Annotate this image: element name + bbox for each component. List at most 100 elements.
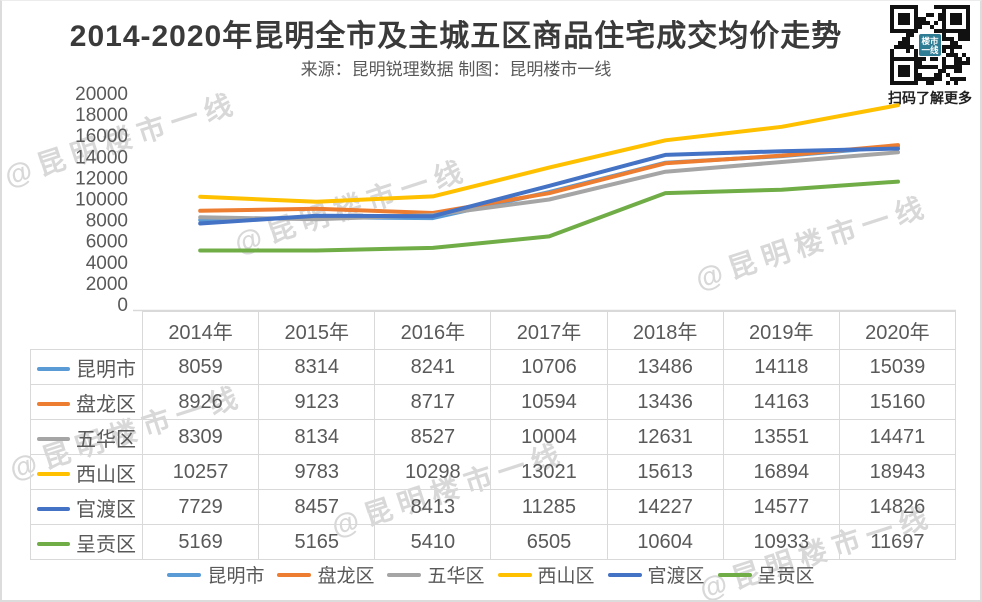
series-name-label: 昆明市	[76, 358, 136, 381]
value-cell: 8059	[141, 349, 260, 385]
value-cell: 13551	[722, 419, 840, 455]
value-cell: 10298	[374, 454, 492, 490]
legend-item: 五华区	[387, 561, 485, 588]
year-column-header: 2020年	[838, 311, 957, 350]
value-cell: 8717	[374, 384, 492, 420]
series-line-官渡区	[198, 146, 900, 226]
legend-swatch-icon	[167, 572, 202, 577]
value-cell: 8309	[141, 419, 260, 455]
value-cell: 8527	[374, 419, 492, 455]
series-name-cell: 官渡区	[30, 489, 143, 525]
table-header-row: 2014年 2015年 2016年 2017年 2018年 2019年 2020年	[31, 311, 957, 350]
value-cell: 14577	[722, 489, 840, 525]
value-cell: 8926	[141, 384, 260, 420]
table-row: 五华区 8309 8134 8527 10004 12631 13551 14471	[30, 419, 957, 455]
legend-label: 呈贡区	[757, 566, 815, 587]
value-cell: 9783	[258, 454, 376, 490]
year-column-header: 2014年	[141, 311, 260, 350]
data-table: 2014年 2015年 2016年 2017年 2018年 2019年 2020年 昆明市 80…	[30, 311, 957, 560]
table-row: 昆明市 8059 8314 8241 10706 13486 14118 15039	[30, 349, 957, 385]
series-line-swatch-icon	[37, 401, 70, 406]
page-title: 2014-2020年昆明全市及主城五区商品住宅成交均价走势	[69, 20, 843, 53]
value-cell: 10594	[490, 384, 608, 420]
table-row: 官渡区 7729 8457 8413 11285 14227 14577 14826	[30, 489, 957, 525]
series-line-西山区	[198, 103, 900, 204]
series-line-swatch-icon	[37, 436, 70, 441]
value-cell: 8413	[374, 489, 492, 525]
value-cell: 14471	[838, 419, 957, 455]
value-cell: 10604	[606, 524, 724, 560]
value-cell: 5410	[374, 524, 492, 560]
page-subtitle: 来源：昆明锐理数据 制图：昆明楼市一线	[300, 60, 612, 79]
value-cell: 8241	[374, 349, 492, 385]
value-cell: 11285	[490, 489, 608, 525]
series-line-swatch-icon	[37, 506, 70, 511]
legend-swatch-icon	[277, 572, 312, 577]
legend-swatch-icon	[497, 572, 532, 577]
legend-item: 昆明市	[167, 561, 264, 588]
value-cell: 14826	[838, 489, 957, 525]
series-name-cell: 呈贡区	[30, 524, 143, 560]
legend-label: 五华区	[427, 566, 485, 587]
year-column-header: 2017年	[490, 311, 608, 350]
legend-swatch-icon	[387, 572, 422, 577]
legend-label: 盘龙区	[317, 566, 375, 587]
value-cell: 10004	[490, 419, 608, 455]
series-line-swatch-icon	[37, 471, 70, 476]
qr-block: 楼市 一线 扫码了解更多	[883, 3, 977, 108]
series-line-呈贡区	[198, 179, 900, 253]
y-axis-tick-label: 6000	[86, 232, 128, 253]
y-axis-tick-label: 4000	[86, 253, 128, 274]
value-cell: 8314	[258, 349, 376, 385]
y-axis-tick-label: 14000	[75, 147, 128, 168]
year-column-header: 2018年	[606, 311, 724, 350]
series-line-swatch-icon	[37, 541, 70, 546]
value-cell: 16894	[722, 454, 840, 490]
value-cell: 18943	[838, 454, 957, 490]
series-line-盘龙区	[198, 143, 900, 215]
legend-label: 官渡区	[647, 566, 705, 587]
series-name-cell: 昆明市	[30, 349, 143, 385]
svg-text:一线: 一线	[921, 45, 939, 55]
svg-text:楼市: 楼市	[921, 36, 939, 46]
year-column-header: 2019年	[722, 311, 840, 350]
value-cell: 14227	[606, 489, 724, 525]
value-cell: 5165	[258, 524, 376, 560]
series-name-cell: 五华区	[30, 419, 143, 455]
value-cell: 10933	[722, 524, 840, 560]
y-axis-tick-label: 0	[117, 295, 128, 314]
legend-item: 呈贡区	[717, 561, 815, 588]
value-cell: 7729	[141, 489, 260, 525]
value-cell: 6505	[490, 524, 608, 560]
value-cell: 11697	[838, 524, 957, 560]
y-axis-tick-label: 18000	[75, 105, 128, 126]
legend-swatch-icon	[717, 572, 752, 577]
table-row: 盘龙区 8926 9123 8717 10594 13436 14163 15160	[30, 384, 957, 420]
value-cell: 14163	[722, 384, 840, 420]
legend-label: 西山区	[537, 566, 595, 587]
legend-item: 盘龙区	[277, 561, 374, 588]
legend-item: 西山区	[497, 561, 595, 588]
value-cell: 10706	[490, 349, 608, 385]
value-cell: 12631	[606, 419, 724, 455]
value-cell: 13436	[606, 384, 724, 420]
series-name-cell: 盘龙区	[30, 384, 143, 420]
value-cell: 8457	[258, 489, 376, 525]
table-row: 西山区 10257 9783 10298 13021 15613 16894 18943	[30, 454, 957, 490]
y-axis-tick-label: 16000	[75, 126, 128, 147]
series-line-swatch-icon	[37, 366, 70, 371]
value-cell: 13021	[490, 454, 608, 490]
y-axis-tick-label: 10000	[75, 190, 128, 211]
series-name-label: 盘龙区	[76, 393, 136, 416]
table-row: 呈贡区 5169 5165 5410 6505 10604 10933 11697	[30, 524, 957, 560]
series-name-cell: 西山区	[30, 454, 143, 490]
value-cell: 15613	[606, 454, 724, 490]
year-column-header: 2015年	[258, 311, 376, 350]
value-cell: 15039	[838, 349, 957, 385]
legend-item: 官渡区	[607, 561, 705, 588]
y-axis-tick-label: 20000	[75, 86, 128, 105]
line-chart: 0200040006000800010000120001400016000180…	[75, 86, 956, 314]
value-cell: 15160	[838, 384, 957, 420]
y-axis-tick-label: 2000	[86, 274, 128, 295]
